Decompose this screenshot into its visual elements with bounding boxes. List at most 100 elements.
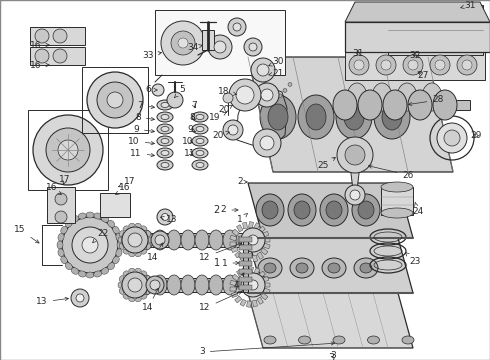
Ellipse shape: [135, 253, 141, 257]
Bar: [258, 226, 265, 233]
Circle shape: [128, 233, 142, 247]
Text: 19: 19: [209, 112, 226, 122]
Bar: [243, 222, 247, 229]
Circle shape: [258, 88, 262, 92]
Polygon shape: [248, 238, 413, 293]
Bar: [239, 269, 252, 274]
Bar: [230, 242, 236, 246]
Circle shape: [253, 94, 257, 98]
Bar: [239, 285, 252, 290]
Ellipse shape: [113, 256, 119, 264]
Bar: [138, 233, 243, 247]
Bar: [243, 237, 248, 292]
Ellipse shape: [196, 126, 204, 131]
Circle shape: [161, 21, 205, 65]
Ellipse shape: [195, 230, 209, 250]
Text: 12: 12: [199, 291, 242, 312]
Ellipse shape: [422, 83, 442, 111]
Bar: [239, 237, 252, 242]
Bar: [261, 248, 268, 255]
Circle shape: [248, 91, 252, 95]
Circle shape: [178, 38, 188, 48]
Text: 17: 17: [59, 175, 71, 184]
Ellipse shape: [161, 150, 169, 156]
Circle shape: [33, 115, 103, 185]
Text: 14: 14: [147, 243, 163, 261]
Text: 9: 9: [187, 125, 196, 134]
Ellipse shape: [298, 95, 334, 139]
Text: 16: 16: [30, 60, 49, 69]
Ellipse shape: [402, 336, 414, 344]
Ellipse shape: [118, 282, 122, 288]
Circle shape: [233, 23, 241, 31]
Bar: [47, 187, 75, 223]
Bar: [240, 254, 246, 261]
Text: 2: 2: [221, 206, 238, 215]
Ellipse shape: [296, 263, 308, 273]
Circle shape: [128, 278, 142, 292]
Circle shape: [167, 92, 183, 108]
Circle shape: [243, 84, 247, 89]
Circle shape: [46, 128, 90, 172]
Ellipse shape: [354, 258, 378, 278]
Circle shape: [233, 88, 237, 92]
Bar: [158, 236, 167, 244]
Bar: [194, 236, 203, 244]
Ellipse shape: [61, 226, 67, 234]
Bar: [203, 236, 212, 244]
Circle shape: [53, 29, 67, 43]
Text: 1: 1: [215, 258, 220, 268]
Text: 30: 30: [269, 58, 284, 67]
Bar: [264, 238, 270, 242]
Circle shape: [97, 82, 133, 118]
Ellipse shape: [157, 124, 173, 134]
Ellipse shape: [129, 253, 135, 257]
Text: 11: 11: [184, 148, 196, 158]
Ellipse shape: [167, 230, 181, 250]
Ellipse shape: [135, 223, 141, 228]
Ellipse shape: [209, 230, 223, 250]
Bar: [82, 67, 148, 133]
Circle shape: [35, 49, 49, 63]
Ellipse shape: [195, 275, 209, 295]
Ellipse shape: [119, 289, 123, 294]
Polygon shape: [248, 293, 413, 348]
Circle shape: [248, 280, 258, 290]
Ellipse shape: [157, 100, 173, 110]
Circle shape: [253, 129, 281, 157]
Ellipse shape: [161, 103, 169, 108]
Circle shape: [171, 31, 195, 55]
Ellipse shape: [71, 268, 79, 274]
Circle shape: [345, 145, 365, 165]
Ellipse shape: [123, 294, 128, 299]
Circle shape: [255, 83, 279, 107]
Bar: [138, 278, 243, 292]
Bar: [158, 281, 167, 289]
Ellipse shape: [196, 114, 204, 120]
Text: 11: 11: [130, 148, 154, 158]
Ellipse shape: [61, 256, 67, 264]
Ellipse shape: [78, 271, 86, 277]
Circle shape: [244, 38, 262, 56]
Text: 20: 20: [212, 130, 229, 139]
Circle shape: [55, 211, 67, 223]
Bar: [235, 251, 242, 258]
Bar: [149, 236, 158, 244]
Bar: [253, 223, 260, 230]
Ellipse shape: [147, 231, 151, 236]
Ellipse shape: [322, 258, 346, 278]
Ellipse shape: [71, 216, 79, 222]
Bar: [230, 236, 239, 244]
Ellipse shape: [142, 226, 147, 231]
Text: 10: 10: [128, 136, 154, 145]
Ellipse shape: [94, 271, 102, 277]
Ellipse shape: [157, 160, 173, 170]
Ellipse shape: [381, 208, 413, 218]
Circle shape: [457, 55, 477, 75]
Circle shape: [35, 29, 49, 43]
Ellipse shape: [196, 150, 204, 156]
Ellipse shape: [78, 213, 86, 219]
Circle shape: [82, 237, 98, 253]
Text: 12: 12: [199, 243, 242, 261]
Ellipse shape: [408, 90, 432, 120]
